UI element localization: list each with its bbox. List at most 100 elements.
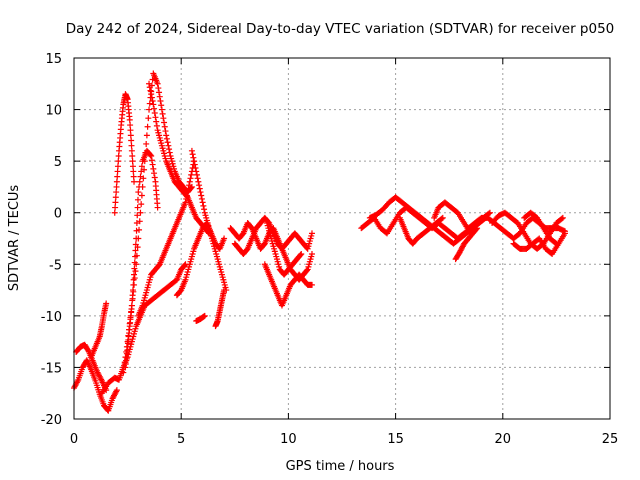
- data-point: [130, 288, 137, 295]
- data-point: [131, 275, 138, 282]
- data-point: [190, 154, 197, 161]
- data-point: [189, 151, 196, 158]
- plot-frame: [73, 57, 611, 420]
- y-axis-label: SDTVAR / TECUs: [7, 185, 22, 292]
- data-point: [138, 192, 145, 199]
- data-point: [552, 239, 559, 246]
- data-point: [151, 110, 158, 117]
- data-point: [195, 178, 202, 185]
- data-point: [150, 165, 157, 172]
- data-point: [191, 161, 198, 168]
- data-point: [131, 178, 138, 185]
- data-point: [130, 173, 137, 180]
- y-tick-label: 0: [54, 207, 62, 222]
- data-point: [473, 226, 480, 233]
- data-point: [128, 142, 135, 149]
- data-point: [120, 369, 127, 376]
- data-point: [186, 182, 193, 189]
- data-point: [149, 161, 156, 168]
- data-point: [129, 295, 136, 302]
- data-point: [153, 118, 160, 125]
- series-arc-4: [98, 261, 189, 397]
- data-point: [127, 314, 134, 321]
- data-point: [145, 115, 152, 122]
- data-point: [113, 178, 120, 185]
- x-axis-label: GPS time / hours: [286, 459, 395, 474]
- data-point: [561, 230, 568, 237]
- series-arc-24: [489, 209, 566, 252]
- data-point: [166, 149, 173, 156]
- data-point: [113, 388, 120, 395]
- data-point: [121, 359, 128, 366]
- data-point: [112, 199, 119, 206]
- data-point: [162, 128, 169, 135]
- x-tick-label: 5: [177, 432, 185, 447]
- data-point: [135, 189, 142, 196]
- series-arc-25: [510, 230, 568, 257]
- data-point: [144, 123, 151, 130]
- series-arc-2: [73, 341, 110, 394]
- data-point: [486, 209, 493, 216]
- data-point: [199, 199, 206, 206]
- data-point: [131, 271, 138, 278]
- data-point: [165, 142, 172, 149]
- data-point: [297, 251, 304, 258]
- data-point: [113, 183, 120, 190]
- data-point: [155, 85, 162, 92]
- data-point: [163, 132, 170, 139]
- data-point: [134, 204, 141, 211]
- data-point: [113, 387, 120, 394]
- data-point: [187, 175, 194, 182]
- data-point: [308, 230, 315, 237]
- data-point: [151, 174, 158, 181]
- data-point: [474, 225, 481, 232]
- data-point: [161, 123, 168, 130]
- x-tick-label: 15: [387, 432, 404, 447]
- data-point: [146, 80, 153, 87]
- data-point: [223, 287, 230, 294]
- data-point: [153, 122, 160, 129]
- series-arc-9: [146, 80, 213, 237]
- y-tick-label: 15: [45, 52, 62, 67]
- data-point: [127, 122, 134, 129]
- data-point: [151, 105, 158, 112]
- data-point: [485, 210, 492, 217]
- data-point: [141, 166, 148, 173]
- series-arc-6: [111, 91, 138, 216]
- data-point: [122, 354, 129, 361]
- y-tick-label: -10: [41, 310, 62, 325]
- data-point: [191, 158, 198, 165]
- data-point: [136, 226, 143, 233]
- data-point: [114, 163, 121, 170]
- y-tick-label: -5: [49, 258, 62, 273]
- data-point: [308, 281, 315, 288]
- data-point: [128, 137, 135, 144]
- data-point: [156, 93, 163, 100]
- data-point: [139, 183, 146, 190]
- data-points-layer: [71, 70, 568, 414]
- data-point: [132, 268, 139, 275]
- data-point: [136, 218, 143, 225]
- data-point: [126, 320, 133, 327]
- x-tick-label: 0: [70, 432, 78, 447]
- data-point: [148, 91, 155, 98]
- data-point: [163, 135, 170, 142]
- data-point: [128, 302, 135, 309]
- data-point: [138, 163, 145, 170]
- data-point: [193, 168, 200, 175]
- data-point: [158, 102, 165, 109]
- data-point: [198, 192, 205, 199]
- data-point: [128, 147, 135, 154]
- data-point: [129, 152, 136, 159]
- y-tick-label: 5: [54, 155, 62, 170]
- data-point: [164, 139, 171, 146]
- data-point: [146, 106, 153, 113]
- data-point: [186, 178, 193, 185]
- data-point: [439, 214, 446, 221]
- data-point: [133, 252, 140, 259]
- data-point: [127, 127, 134, 134]
- data-point: [147, 87, 154, 94]
- series-arc-12: [212, 287, 228, 330]
- data-point: [181, 262, 188, 269]
- data-point: [148, 152, 155, 159]
